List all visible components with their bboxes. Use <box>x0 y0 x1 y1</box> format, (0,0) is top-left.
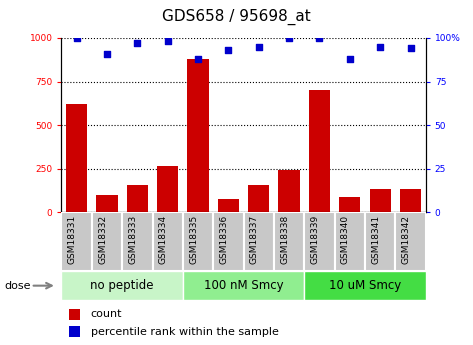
Bar <box>304 212 334 271</box>
Bar <box>69 309 79 319</box>
Bar <box>96 195 118 212</box>
Text: 10 uM Smcy: 10 uM Smcy <box>329 279 401 292</box>
Bar <box>157 166 178 212</box>
Text: 100 nM Smcy: 100 nM Smcy <box>204 279 283 292</box>
Text: GDS658 / 95698_at: GDS658 / 95698_at <box>162 9 311 25</box>
Bar <box>365 212 395 271</box>
Point <box>194 56 202 62</box>
Bar <box>213 212 244 271</box>
Text: GSM18341: GSM18341 <box>371 215 380 264</box>
Text: GSM18332: GSM18332 <box>98 215 107 264</box>
Text: GSM18340: GSM18340 <box>341 215 350 264</box>
Point <box>164 39 172 44</box>
Point <box>315 35 323 41</box>
Bar <box>61 212 92 271</box>
Bar <box>309 90 330 212</box>
Bar <box>274 212 304 271</box>
Text: GSM18338: GSM18338 <box>280 215 289 264</box>
Bar <box>339 197 360 212</box>
Text: GSM18333: GSM18333 <box>128 215 137 264</box>
Bar <box>127 185 148 212</box>
Text: GSM18339: GSM18339 <box>310 215 319 264</box>
Text: GSM18334: GSM18334 <box>159 215 168 264</box>
Bar <box>279 170 300 212</box>
Bar <box>122 212 152 271</box>
Point <box>73 35 80 41</box>
Bar <box>183 212 213 271</box>
Bar <box>66 104 88 212</box>
Bar <box>218 199 239 212</box>
Text: GSM18337: GSM18337 <box>250 215 259 264</box>
Bar <box>248 185 270 212</box>
Point <box>285 35 293 41</box>
Bar <box>244 212 274 271</box>
Bar <box>304 271 426 300</box>
Point <box>377 44 384 49</box>
Text: dose: dose <box>5 281 31 290</box>
Text: GSM18335: GSM18335 <box>189 215 198 264</box>
Bar <box>61 271 183 300</box>
Bar <box>187 59 209 212</box>
Point <box>346 56 354 62</box>
Text: percentile rank within the sample: percentile rank within the sample <box>91 327 279 337</box>
Bar <box>395 212 426 271</box>
Text: GSM18331: GSM18331 <box>68 215 77 264</box>
Text: GSM18336: GSM18336 <box>219 215 228 264</box>
Bar <box>69 326 79 337</box>
Bar <box>92 212 122 271</box>
Bar <box>334 212 365 271</box>
Point <box>225 47 232 53</box>
Bar <box>183 271 304 300</box>
Bar <box>400 189 421 212</box>
Text: no peptide: no peptide <box>90 279 154 292</box>
Point <box>133 40 141 46</box>
Text: count: count <box>91 309 122 319</box>
Bar <box>369 189 391 212</box>
Bar <box>152 212 183 271</box>
Point <box>255 44 263 49</box>
Point <box>407 46 414 51</box>
Point <box>103 51 111 56</box>
Text: GSM18342: GSM18342 <box>402 215 411 264</box>
